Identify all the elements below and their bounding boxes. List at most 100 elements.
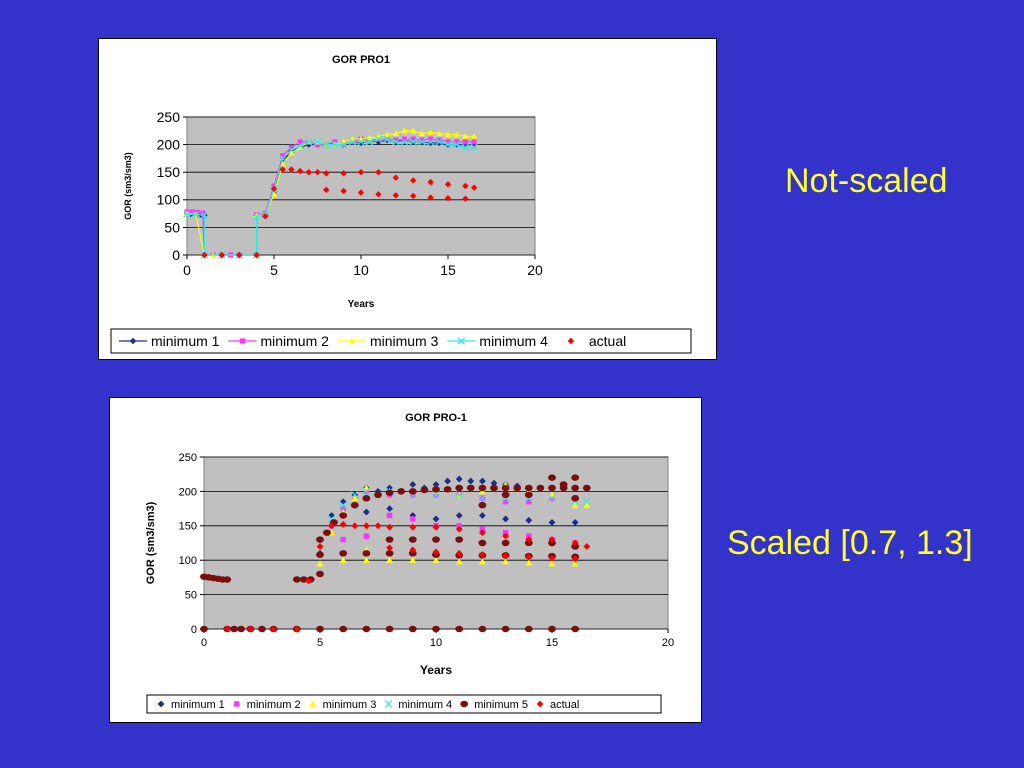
data-point: [455, 491, 464, 499]
x-tick-label: 0: [183, 262, 191, 278]
y-tick-label: 0: [172, 247, 180, 263]
data-point: [467, 477, 475, 485]
not-scaled-label: Not-scaled: [785, 162, 948, 200]
data-point: [201, 251, 208, 259]
data-point: [350, 491, 359, 499]
data-point: [363, 522, 370, 530]
data-point: [409, 481, 417, 488]
data-point: [237, 625, 246, 633]
y-tick-label: 100: [157, 192, 181, 208]
data-point: [559, 481, 568, 488]
legend-marker: [384, 700, 393, 708]
data-point: [432, 486, 440, 493]
data-point: [436, 130, 443, 137]
data-point: [270, 185, 278, 192]
data-point: [502, 558, 509, 565]
data-point: [455, 549, 463, 557]
data-point: [340, 505, 346, 512]
data-point: [316, 570, 324, 578]
chart-panel-not-scaled: GOR PRO1 0 50 100 150 200 250 0 5 10 15 20 Years GOR …: [98, 38, 717, 360]
data-point: [462, 195, 469, 202]
data-point: [501, 491, 510, 499]
x-tick-label: 15: [440, 262, 456, 278]
data-point: [386, 523, 393, 531]
data-point: [230, 625, 239, 633]
data-point: [444, 477, 451, 485]
legend-marker: [234, 701, 240, 707]
x-tick-label: 10: [430, 637, 442, 649]
data-point: [462, 139, 468, 145]
data-point: [374, 488, 382, 495]
legend-marker: [239, 338, 246, 344]
data-point: [444, 140, 452, 149]
data-point: [526, 533, 532, 539]
legend: [146, 694, 662, 714]
data-point: [340, 536, 346, 543]
chart-panel-scaled: GOR PRO-1 0 50 100 150 200 250 0 5 10 15 20 Years GOR…: [109, 397, 702, 723]
data-point: [258, 625, 266, 633]
data-point: [339, 625, 348, 633]
data-point: [478, 625, 487, 633]
data-point: [314, 169, 321, 176]
data-point: [392, 130, 399, 137]
series-minimum-5: [200, 474, 591, 633]
legend-item-minimum-2: minimum 2: [234, 699, 301, 711]
legend-label: actual: [550, 699, 579, 711]
data-point: [454, 139, 460, 145]
data-point: [323, 170, 330, 177]
data-point: [501, 539, 510, 547]
data-point: [408, 625, 417, 633]
data-point: [392, 138, 400, 146]
data-point: [410, 136, 416, 142]
data-point: [479, 551, 486, 559]
data-point: [420, 486, 429, 494]
data-point: [316, 551, 324, 558]
data-point: [296, 167, 304, 175]
data-point: [443, 486, 452, 493]
data-point: [571, 501, 579, 508]
data-point: [478, 501, 487, 509]
data-point: [223, 625, 231, 633]
data-point: [288, 144, 294, 150]
data-point: [455, 625, 464, 633]
data-point: [357, 169, 365, 176]
data-point: [366, 134, 373, 141]
data-point: [571, 560, 579, 567]
data-point: [502, 529, 509, 536]
data-point: [432, 515, 440, 523]
data-point: [200, 625, 208, 633]
data-point: [432, 491, 440, 499]
data-point: [427, 178, 434, 186]
data-point: [316, 543, 324, 550]
y-tick-label: 250: [157, 109, 181, 125]
legend-label: minimum 4: [398, 699, 452, 711]
data-point: [293, 625, 301, 633]
x-axis-label: Years: [420, 663, 452, 677]
chart-title: GOR PRO-1: [405, 412, 467, 424]
data-point: [401, 127, 408, 134]
x-tick-label: 10: [353, 262, 369, 278]
data-point: [270, 625, 277, 633]
data-point: [280, 153, 286, 159]
data-point: [455, 525, 463, 533]
data-point: [502, 552, 509, 560]
data-point: [323, 529, 331, 536]
data-point: [410, 177, 417, 184]
data-point: [466, 484, 475, 492]
data-point: [385, 625, 394, 633]
data-point: [432, 625, 440, 633]
data-point: [478, 494, 487, 503]
data-point: [524, 484, 533, 492]
data-point: [386, 544, 393, 552]
data-point: [340, 187, 347, 195]
data-point: [455, 512, 463, 519]
legend-item-minimum-4: minimum 4: [384, 699, 452, 711]
data-point: [501, 484, 510, 492]
data-point: [524, 491, 533, 499]
x-tick-label: 20: [662, 637, 674, 649]
gor-pro-1-chart: GOR PRO-1 0 50 100 150 200 250 0 5 10 15 20 Years GOR…: [145, 412, 674, 714]
legend-item-minimum-2: minimum 2: [228, 333, 329, 349]
data-point: [571, 555, 579, 563]
data-point: [571, 539, 579, 547]
data-point: [223, 576, 232, 583]
